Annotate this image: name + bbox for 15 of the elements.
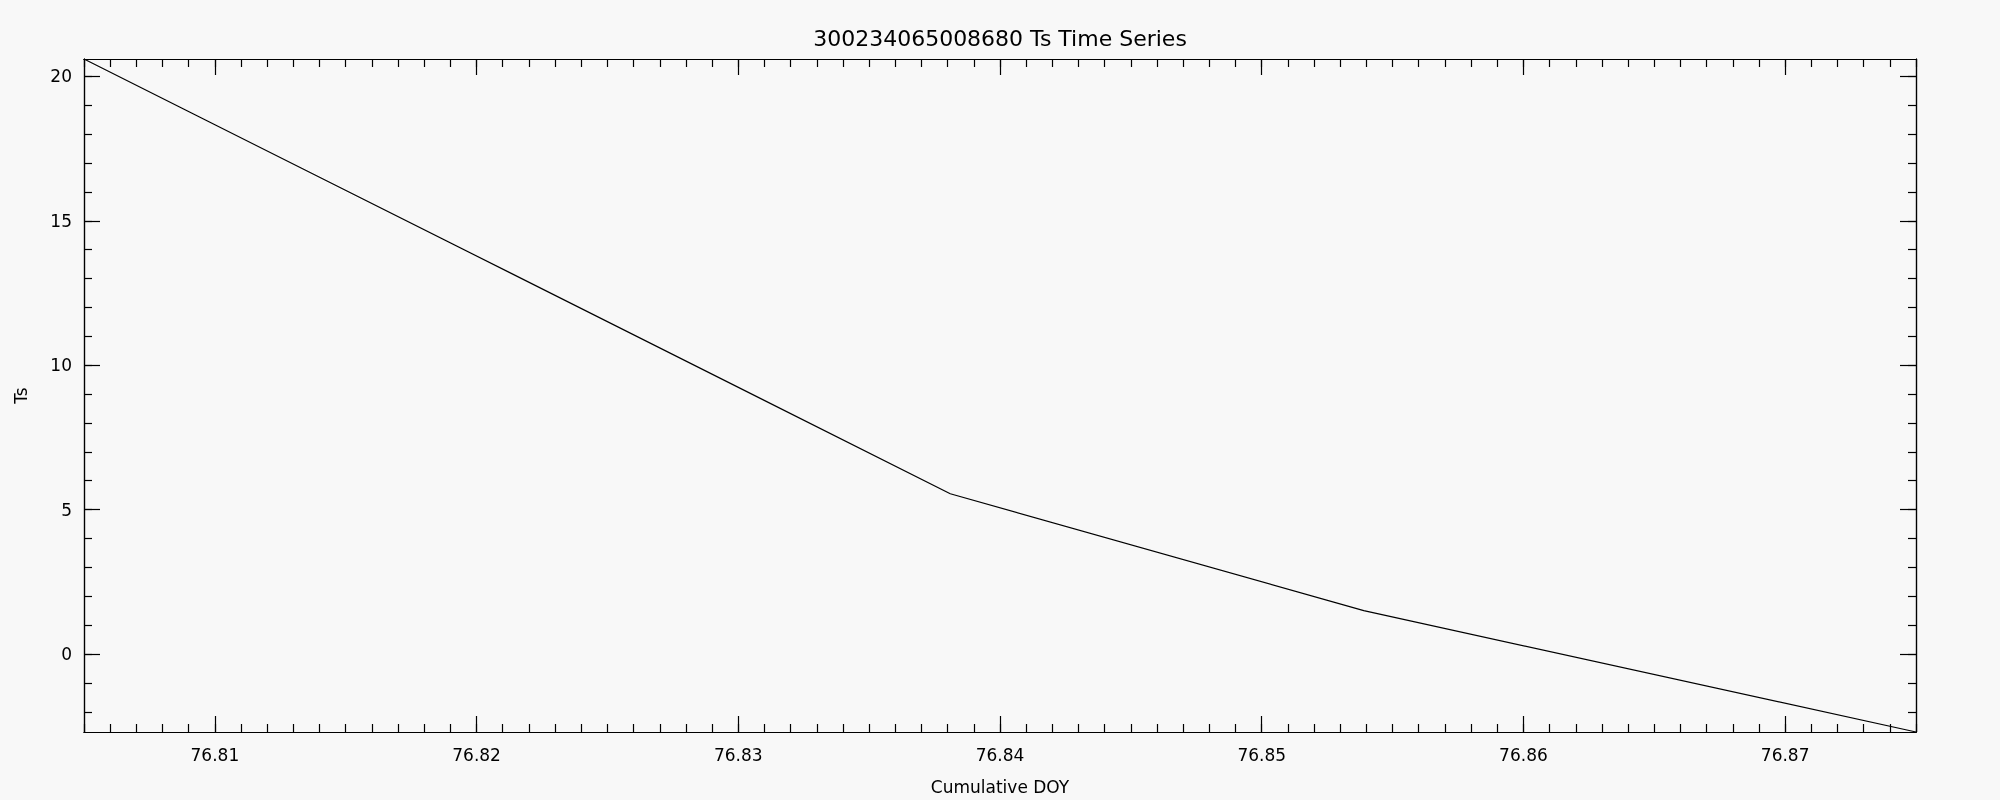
x-tick-label: 76.87 [1760, 744, 1810, 765]
y-tick-label: 10 [50, 355, 72, 376]
x-axis-title: Cumulative DOY [930, 776, 1070, 797]
x-tick-label: 76.81 [190, 744, 240, 765]
x-tick-label: 76.85 [1237, 744, 1287, 765]
y-tick-label: 15 [50, 210, 72, 231]
chart-title: 300234065008680 Ts Time Series [813, 25, 1187, 51]
y-tick-label: 0 [61, 644, 72, 665]
x-tick-label: 76.86 [1499, 744, 1548, 765]
x-tick-label: 76.82 [452, 744, 501, 765]
y-axis-title: Ts [10, 387, 31, 405]
y-tick-label: 5 [61, 499, 72, 520]
x-tick-label: 76.83 [713, 744, 763, 765]
y-tick-label: 20 [50, 66, 72, 87]
x-tick-label: 76.84 [975, 744, 1025, 765]
